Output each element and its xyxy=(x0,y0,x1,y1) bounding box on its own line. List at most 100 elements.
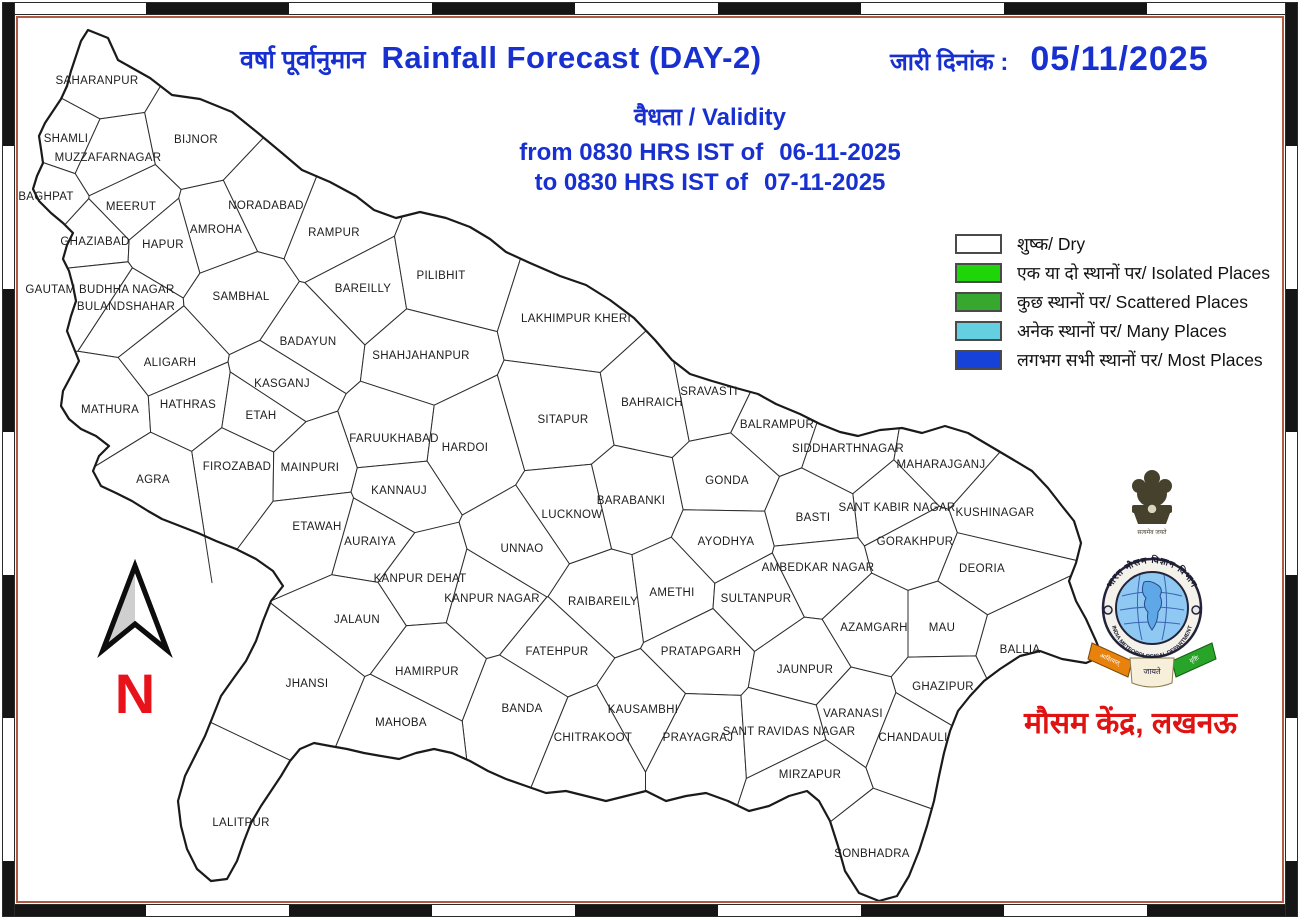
district-label: MATHURA xyxy=(81,404,139,416)
district-label: KANPUR NAGAR xyxy=(444,593,540,605)
page-title: Rainfall Forecast (DAY-2) xyxy=(381,40,762,75)
issue-date-block: जारी दिनांक : 05/11/2025 xyxy=(890,40,1209,79)
district-label: BANDA xyxy=(501,703,542,715)
district-label: SONBHADRA xyxy=(834,848,910,860)
district-label: AMROHA xyxy=(190,224,242,236)
north-arrow-icon xyxy=(97,558,173,658)
legend-item: कुछ स्थानों पर/ Scattered Places xyxy=(955,287,1270,316)
issue-date-label: जारी दिनांक : xyxy=(890,49,1009,76)
legend-item: एक या दो स्थानों पर/ Isolated Places xyxy=(955,258,1270,287)
legend-label: एक या दो स्थानों पर/ Isolated Places xyxy=(1017,262,1270,283)
legend-label: लगभग सभी स्थानों पर/ Most Places xyxy=(1017,349,1263,370)
ribbon-right-text: वृष्टिः xyxy=(1188,653,1201,665)
legend-color-swatch xyxy=(955,291,1002,312)
district-label: AMBEDKAR NAGAR xyxy=(762,562,875,574)
validity-from-line: from 0830 HRS IST of 06-11-2025 xyxy=(430,139,990,167)
district-label: FATEHPUR xyxy=(526,646,589,658)
district-label: AGRA xyxy=(136,474,170,486)
district-label: AYODHYA xyxy=(698,536,755,548)
district-label: LUCKNOW xyxy=(542,509,603,521)
district-label: SAMBHAL xyxy=(212,291,269,303)
district-label: HAMIRPUR xyxy=(395,666,459,678)
district-label: BAREILLY xyxy=(335,283,392,295)
district-label: KUSHINAGAR xyxy=(955,507,1034,519)
district-label: GONDA xyxy=(705,475,749,487)
legend-color-swatch xyxy=(955,262,1002,283)
district-label: RAMPUR xyxy=(308,227,360,239)
district-label: LALITPUR xyxy=(212,817,269,829)
district-label: GORAKHPUR xyxy=(877,536,954,548)
legend: शुष्क/ Dry एक या दो स्थानों पर/ Isolated … xyxy=(955,229,1270,374)
district-label: MUZZAFARNAGAR xyxy=(55,152,162,164)
district-label: ETAH xyxy=(245,410,276,422)
district-label: SAHARANPUR xyxy=(56,75,139,87)
district-label: JHANSI xyxy=(286,678,329,690)
imd-logo: सत्यमेव जयते आदित्यात् वृष्टिः जायते भार… xyxy=(1082,460,1222,692)
district-label: VARANASI xyxy=(823,708,883,720)
district-label: SRAVASTI xyxy=(680,386,738,398)
frame-top xyxy=(2,2,1298,15)
district-label: GAUTAM BUDHHA NAGAR xyxy=(25,284,174,296)
district-label: BARABANKI xyxy=(597,495,666,507)
district-label: DEORIA xyxy=(959,563,1005,575)
legend-item: लगभग सभी स्थानों पर/ Most Places xyxy=(955,345,1270,374)
legend-color-swatch xyxy=(955,349,1002,370)
district-label: UNNAO xyxy=(500,543,543,555)
ashoka-emblem-icon: सत्यमेव जयते xyxy=(1132,470,1172,536)
district-label: BIJNOR xyxy=(174,134,218,146)
frame-right xyxy=(1285,2,1298,917)
validity-block: वैधता / Validity from 0830 HRS IST of 06-… xyxy=(430,100,990,197)
district-label: BALLIA xyxy=(1000,644,1041,656)
legend-color-swatch xyxy=(955,233,1002,254)
district-label: MAHARAJGANJ xyxy=(897,459,986,471)
district-label: HARDOI xyxy=(442,442,489,454)
district-label: KAUSAMBHI xyxy=(608,704,678,716)
district-label: GHAZIABAD xyxy=(60,236,129,248)
district-label: LAKHIMPUR KHERI xyxy=(521,313,631,325)
district-label: HAPUR xyxy=(142,239,184,251)
north-arrow: N xyxy=(93,558,177,725)
state-boundary xyxy=(31,28,1104,903)
district-label: SHAHJAHANPUR xyxy=(372,350,470,362)
district-label: BADAYUN xyxy=(280,336,337,348)
district-label: KANPUR DEHAT xyxy=(374,573,467,585)
district-label: MAINPURI xyxy=(281,462,340,474)
legend-label: कुछ स्थानों पर/ Scattered Places xyxy=(1017,291,1248,312)
district-label: ETAWAH xyxy=(292,521,341,533)
district-label: MAU xyxy=(929,622,955,634)
district-label: JAUNPUR xyxy=(777,664,833,676)
svg-text:सत्यमेव जयते: सत्यमेव जयते xyxy=(1137,528,1167,536)
district-label: MEERUT xyxy=(106,201,156,213)
district-label: JALAUN xyxy=(334,614,380,626)
title-hindi: वर्षा पूर्वानुमान xyxy=(240,46,366,74)
district-label: AMETHI xyxy=(649,587,694,599)
district-label: RAIBAREILY xyxy=(568,596,638,608)
frame-left xyxy=(2,2,15,917)
validity-to-line: to 0830 HRS IST of 07-11-2025 xyxy=(430,169,990,197)
district-label: GHAZIPUR xyxy=(912,681,974,693)
district-label: PRATAPGARH xyxy=(661,646,742,658)
validity-from-label: from 0830 HRS IST of xyxy=(519,139,764,166)
north-label: N xyxy=(114,662,156,725)
legend-label: अनेक स्थानों पर/ Many Places xyxy=(1017,320,1227,341)
office-name: मौसम केंद्र, लखनऊ xyxy=(1024,707,1237,740)
district-label: NORADABAD xyxy=(228,200,304,212)
legend-color-swatch xyxy=(955,320,1002,341)
district-label: KASGANJ xyxy=(254,378,310,390)
district-label: SANT RAVIDAS NAGAR xyxy=(723,726,856,738)
district-label: FARUUKHABAD xyxy=(349,433,439,445)
district-label: PILIBHIT xyxy=(416,270,465,282)
imd-logo-icon: सत्यमेव जयते आदित्यात् वृष्टिः जायते भार… xyxy=(1087,470,1217,688)
validity-to-label: to 0830 HRS IST of xyxy=(534,169,748,196)
district-label: AZAMGARH xyxy=(840,622,908,634)
district-label: MIRZAPUR xyxy=(779,769,841,781)
district-label: SANT KABIR NAGAR xyxy=(838,502,955,514)
district-label: AURAIYA xyxy=(344,536,396,548)
legend-item: शुष्क/ Dry xyxy=(955,229,1270,258)
district-label: PRAYAGRAJ xyxy=(663,732,734,744)
district-label: BAGHPAT xyxy=(18,191,73,203)
district-label: BULANDSHAHAR xyxy=(77,301,175,313)
district-label: KANNAUJ xyxy=(371,485,427,497)
validity-heading: वैधता / Validity xyxy=(633,104,787,131)
district-label: BASTI xyxy=(796,512,831,524)
